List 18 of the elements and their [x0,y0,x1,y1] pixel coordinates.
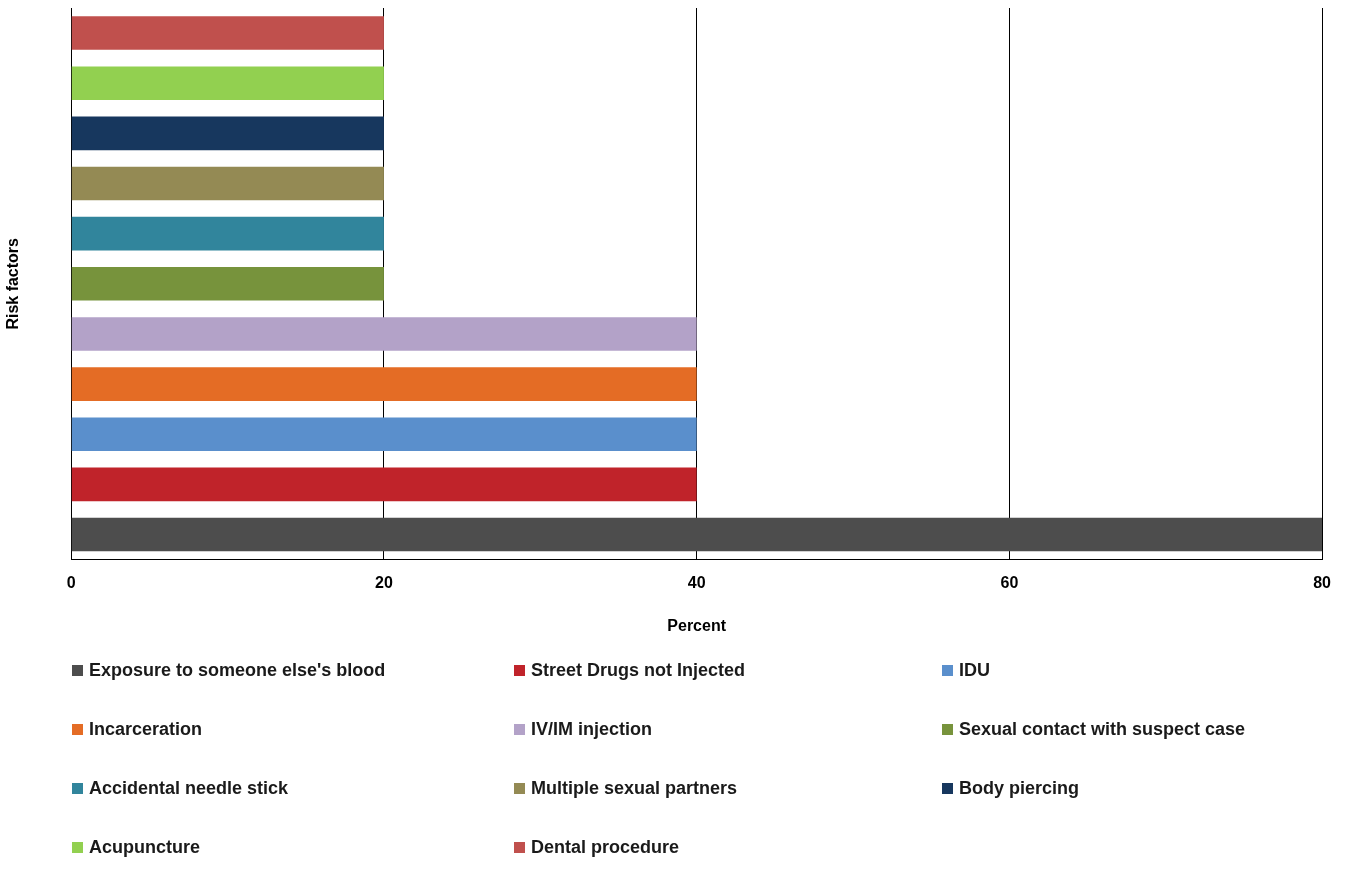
x-tick-label: 20 [375,573,393,591]
legend-label: Incarceration [89,719,203,740]
legend-label: Street Drugs not Injected [531,660,746,681]
legend-label: Accidental needle stick [89,778,289,799]
legend-label: IV/IM injection [531,719,653,740]
x-tick-label: 80 [1313,573,1332,591]
legend-label: IDU [959,660,990,681]
legend-label: Acupuncture [89,837,201,858]
legend-label: Exposure to someone else's blood [89,660,386,681]
legend-label: Multiple sexual partners [531,778,738,799]
legend-label: Sexual contact with suspect case [959,719,1246,740]
x-tick-label: 40 [687,573,706,591]
legend-label: Dental procedure [531,837,680,858]
x-tick-label: 0 [66,573,76,591]
x-axis-title: Percent [667,616,727,634]
x-tick-label: 60 [1000,573,1019,591]
legend-label: Body piercing [959,778,1080,799]
y-axis-title: Risk factors [4,237,22,330]
